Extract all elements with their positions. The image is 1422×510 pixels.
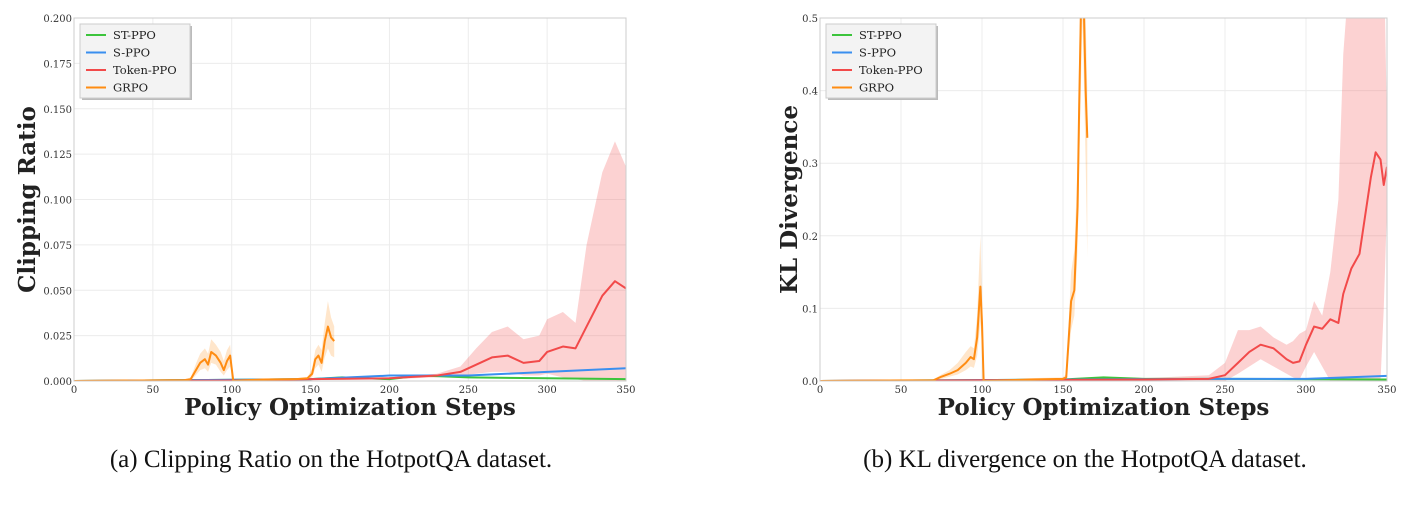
- caption-a: (a) Clipping Ratio on the HotpotQA datas…: [109, 446, 553, 473]
- y-tick-label: 0.050: [43, 286, 72, 297]
- y-tick-label: 0.4: [802, 87, 818, 98]
- y-tick-label: 0.175: [43, 59, 72, 70]
- x-axis-label: Policy Optimization Steps: [184, 394, 516, 421]
- y-tick-label: 0.200: [43, 14, 72, 25]
- chart-2: 0 50 100 150 200 250 300 350 0.0 0.1 0.2 0.3 0.4 0.5 P…: [776, 14, 1397, 421]
- line-token-ppo: [74, 280, 626, 381]
- x-tick-label: 300: [1296, 385, 1315, 396]
- x-tick-label: 100: [972, 385, 991, 396]
- series-group: [820, 18, 1387, 381]
- x-tick-label: 200: [380, 385, 399, 396]
- legend-label: GRPO: [113, 81, 148, 95]
- y-tick-label: 0.100: [43, 196, 72, 207]
- band-token-ppo: [820, 18, 1387, 381]
- y-tick-label: 0.000: [43, 377, 72, 388]
- x-tick-label: 350: [1377, 385, 1396, 396]
- x-tick-label: 250: [459, 385, 478, 396]
- x-tick-label: 0: [71, 385, 77, 396]
- plot-frame: [73, 17, 627, 382]
- line-grpo: [74, 325, 335, 381]
- plot-frame: [819, 17, 1388, 382]
- x-axis-label: Policy Optimization Steps: [938, 394, 1270, 421]
- y-tick-label: 0.125: [43, 150, 72, 161]
- legend-label: Token-PPO: [113, 63, 177, 77]
- band-grpo: [74, 301, 335, 381]
- legend-label: ST-PPO: [859, 28, 902, 42]
- series-group: [74, 141, 626, 381]
- y-tick-label: 0.3: [802, 159, 818, 170]
- legend-label: S-PPO: [859, 46, 896, 60]
- y-tick-label: 0.1: [802, 304, 818, 315]
- y-tick-label: 0.150: [43, 105, 72, 116]
- x-tick-label: 250: [1215, 385, 1234, 396]
- legend-label: ST-PPO: [113, 28, 156, 42]
- legend-label: GRPO: [859, 81, 894, 95]
- band-token-ppo: [74, 141, 626, 381]
- y-tick-label: 0.075: [43, 241, 72, 252]
- y-tick-label: 0.5: [802, 14, 818, 25]
- y-tick-label: 0.025: [43, 332, 72, 343]
- y-tick-label: 0.0: [802, 377, 818, 388]
- legend-label: Token-PPO: [859, 63, 923, 77]
- x-tick-label: 50: [895, 385, 908, 396]
- legend: [79, 23, 191, 99]
- x-tick-label: 150: [1053, 385, 1072, 396]
- line-grpo: [820, 18, 1089, 381]
- x-tick-label: 300: [538, 385, 557, 396]
- y-axis-label: KL Divergence: [776, 105, 803, 294]
- x-tick-label: 150: [301, 385, 320, 396]
- line-token-ppo: [820, 151, 1387, 381]
- x-tick-label: 0: [817, 385, 823, 396]
- y-axis-label: Clipping Ratio: [14, 106, 41, 293]
- legend: [825, 23, 937, 99]
- chart-1: 0 50 100 150 200 250 300 350 0.000 0.025 0.050 0.07…: [14, 14, 636, 421]
- x-tick-label: 100: [222, 385, 241, 396]
- legend-label: S-PPO: [113, 46, 150, 60]
- y-tick-label: 0.2: [802, 232, 818, 243]
- caption-b: (b) KL divergence on the HotpotQA datase…: [863, 446, 1307, 473]
- x-tick-label: 350: [616, 385, 635, 396]
- x-tick-label: 200: [1134, 385, 1153, 396]
- x-tick-label: 50: [146, 385, 159, 396]
